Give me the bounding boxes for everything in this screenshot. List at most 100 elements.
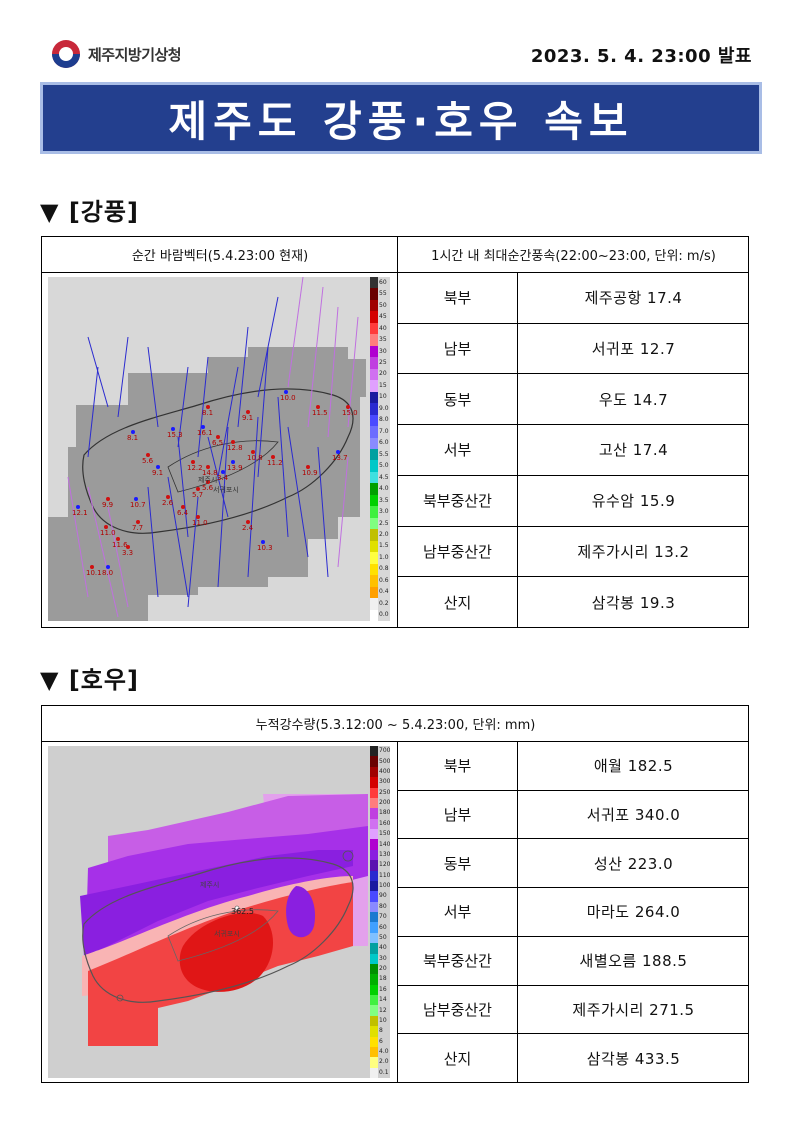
station-marker [76, 505, 80, 509]
station-value-label: 9.1 [152, 469, 163, 477]
region-cell: 동부 [398, 374, 518, 425]
scale-label: 5.0 [379, 462, 389, 470]
scale-label: 100 [379, 882, 390, 890]
scale-swatch [370, 288, 378, 301]
scale-swatch [370, 943, 378, 954]
scale-label: 6.0 [379, 439, 389, 447]
table-row: 남부중산간 제주가시리 271.5 [398, 985, 749, 1035]
wind-vector-arrows [67, 277, 359, 618]
rain-table: 북부 애월 182.5 남부 서귀포 340.0 동부 성산 223.0 서부 마라도 264… [398, 742, 749, 1083]
station-value-label: 11.6 [112, 541, 128, 549]
wind-vector [87, 486, 119, 618]
value-cell: 삼각봉 19.3 [591, 594, 676, 613]
scale-swatch [370, 1046, 378, 1058]
table-row: 산지 삼각봉 19.3 [398, 577, 749, 628]
station-marker [146, 453, 150, 457]
agency-logo: 제주지방기상청 [52, 40, 182, 68]
wind-vector [207, 436, 229, 518]
scale-label: 50 [379, 301, 387, 309]
scale-swatch [370, 880, 378, 892]
station-value-label: 12.8 [227, 444, 243, 452]
scale-swatch [370, 277, 378, 289]
wind-vector [87, 336, 109, 408]
wind-vector [67, 476, 89, 598]
region-cell: 북부중산간 [398, 475, 518, 526]
station-value-label: 8.0 [102, 569, 113, 577]
scale-swatch [370, 891, 378, 903]
station-marker [346, 405, 350, 409]
region-cell: 남부중산간 [398, 526, 518, 577]
wind-vector [117, 336, 129, 418]
scale-swatch [370, 517, 378, 530]
wind-vector [187, 496, 199, 608]
station-value-label: 14.8 [202, 469, 218, 477]
scale-swatch [370, 414, 378, 427]
scale-swatch [370, 1005, 378, 1017]
place-label: 서귀포시 [213, 485, 239, 494]
scale-label: 10 [379, 1016, 387, 1024]
scale-label: 5.5 [379, 450, 389, 458]
place-label: 제주시 [198, 476, 217, 484]
station-value-label: 8.1 [202, 409, 213, 417]
scale-label: 55 [379, 290, 387, 298]
station-value-label: 5.6 [142, 457, 154, 465]
scale-label: 0.6 [379, 576, 389, 584]
station-marker [166, 495, 170, 499]
scale-label: 110 [379, 871, 390, 879]
scale-swatch [370, 756, 378, 768]
scale-swatch [370, 540, 378, 553]
wind-table: 북부 제주공항 17.4 남부 서귀포 12.7 동부 우도 14.7 서부 고산 17.4 북… [398, 273, 749, 628]
scale-swatch [370, 609, 378, 621]
wind-vector [307, 286, 324, 428]
table-row: 산지 삼각봉 433.5 [398, 1034, 749, 1083]
scale-swatch [370, 598, 378, 611]
station-marker [246, 520, 250, 524]
station-marker [106, 565, 110, 569]
station-value-label: 10.1 [86, 569, 102, 577]
rain-scale-labels: 700 500 400 300 250 200 180 160 150 140 130 120 110 1… [379, 746, 390, 1078]
scale-swatch [370, 829, 378, 840]
scale-label: 40 [379, 944, 387, 952]
scale-label: 50 [379, 933, 387, 941]
station-marker [221, 470, 225, 474]
table-row: 서부 마라도 264.0 [398, 888, 749, 937]
station-marker [116, 537, 120, 541]
scale-swatch [370, 984, 378, 996]
station-value-label: 2.6 [162, 499, 174, 507]
station-value-label: 12.1 [72, 509, 88, 517]
scale-swatch [370, 797, 378, 809]
scale-label: 2.0 [379, 531, 389, 538]
station-value-label: 5.7 [192, 491, 203, 499]
scale-swatch [370, 1057, 378, 1069]
scale-label: 130 [379, 850, 390, 858]
scale-swatch [370, 777, 378, 788]
region-cell: 동부 [398, 839, 518, 888]
rain-caption: 누적강수량(5.3.12:00 ~ 5.4.23:00, 단위: mm) [42, 706, 749, 742]
scale-label: 14 [379, 996, 387, 1004]
region-cell: 서부 [398, 888, 518, 936]
scale-label: 150 [379, 830, 390, 838]
station-marker [90, 565, 94, 569]
rain-place-jeju-label: 제주시 [200, 881, 219, 889]
scale-label: 300 [379, 778, 390, 786]
page-title: 제주도 강풍·호우 속보 [168, 96, 634, 146]
wind-vector [247, 416, 259, 578]
scale-swatch [370, 471, 378, 484]
scale-swatch [370, 995, 378, 1006]
scale-label: 0.0 [379, 611, 389, 619]
station-marker [316, 405, 320, 409]
station-marker [306, 465, 310, 469]
scale-swatch [370, 449, 378, 461]
scale-swatch [370, 460, 378, 473]
table-row: 남부 서귀포 340.0 [398, 790, 749, 840]
scale-label: 0.1 [379, 1068, 389, 1076]
scale-label: 20 [379, 370, 387, 378]
scale-swatch [370, 787, 378, 799]
wind-vector [197, 356, 209, 458]
region-cell: 북부중산간 [398, 936, 518, 985]
station-marker [156, 465, 160, 469]
scale-label: 120 [379, 861, 390, 869]
scale-swatch [370, 901, 378, 913]
wind-vector [217, 426, 229, 588]
station-marker [251, 450, 255, 454]
